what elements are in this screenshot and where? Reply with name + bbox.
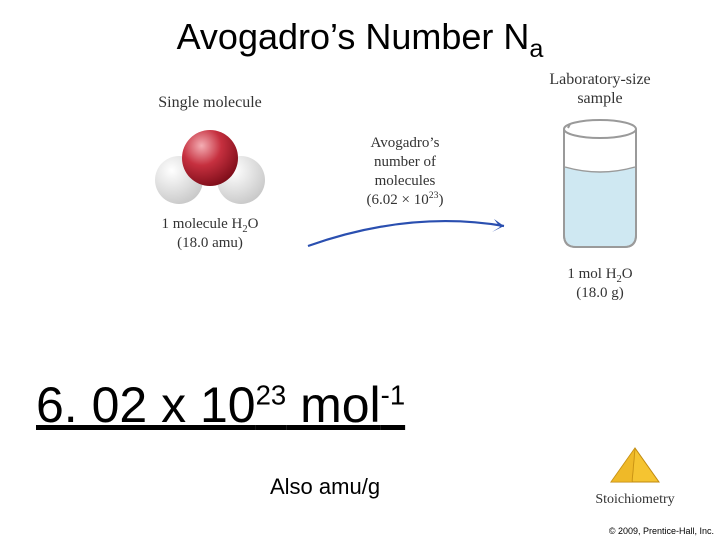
copyright-text: © 2009, Prentice-Hall, Inc.: [609, 526, 714, 536]
arrow-block: Avogadro’s number of molecules (6.02 × 1…: [300, 134, 510, 257]
stoichiometry-block: Stoichiometry: [580, 445, 690, 508]
pyramid-icon: [608, 445, 662, 485]
arrow-icon: [300, 212, 520, 252]
beaker-label: Laboratory-size sample: [520, 70, 680, 108]
arrow-line4-suffix: ): [438, 192, 443, 208]
title-text: Avogadro’s Number N: [177, 16, 530, 57]
water-molecule-icon: [145, 120, 275, 210]
beaker-mass: (18.0 g): [576, 285, 624, 301]
avogadro-unit: mol: [286, 377, 380, 433]
arrow-line4-prefix: (6.02 × 10: [367, 192, 429, 208]
beaker-icon: [550, 115, 650, 255]
beaker-caption: 1 mol H2O (18.0 g): [520, 266, 680, 302]
beaker-formula-prefix: 1 mol H: [567, 266, 616, 282]
arrow-line3: molecules: [375, 173, 436, 189]
arrow-text: Avogadro’s number of molecules (6.02 × 1…: [300, 134, 510, 210]
molecule-formula-suffix: O: [248, 216, 259, 232]
arrow-line1: Avogadro’s: [371, 135, 440, 151]
stoichiometry-label: Stoichiometry: [580, 492, 690, 508]
arrow-line2: number of: [374, 154, 436, 170]
avogadro-coeff: 6. 02 x 10: [36, 377, 256, 433]
molecule-formula-prefix: 1 molecule H: [162, 216, 243, 232]
title-sub: a: [529, 35, 543, 63]
avogadro-unit-exp: -1: [381, 379, 405, 410]
diagram-area: Single molecule: [0, 64, 720, 324]
beaker-block: Laboratory-size sample 1 mol H2O (18.0 g…: [520, 70, 680, 301]
avogadro-exp: 23: [256, 379, 287, 410]
molecule-block: Single molecule: [120, 94, 300, 252]
also-text: Also amu/g: [270, 474, 380, 500]
molecule-caption: 1 molecule H2O (18.0 amu): [120, 216, 300, 252]
page-title: Avogadro’s Number Na: [0, 0, 720, 64]
beaker-formula-suffix: O: [622, 266, 633, 282]
molecule-label: Single molecule: [120, 94, 300, 112]
avogadro-value: 6. 02 x 1023 mol-1: [36, 376, 405, 434]
molecule-mass: (18.0 amu): [177, 235, 243, 251]
